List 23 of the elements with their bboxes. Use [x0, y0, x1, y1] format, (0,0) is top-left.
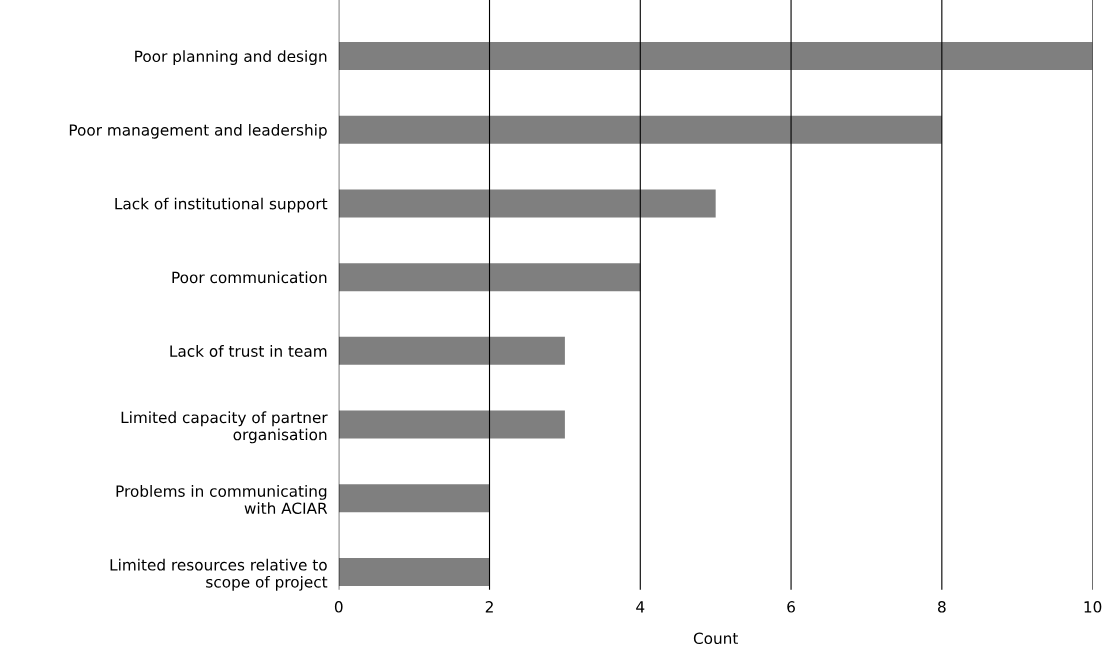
x-tick-label: 8 [938, 601, 946, 613]
bar [338, 115, 942, 144]
x-tick-label: 0 [334, 601, 343, 613]
y-tick-label: Limited resources relative to scope of project [110, 558, 328, 591]
y-tick-label: Lack of institutional support [115, 197, 328, 213]
x-tick-label: 6 [787, 601, 795, 613]
y-tick-label: Poor communication [172, 271, 327, 284]
bar [338, 42, 1093, 71]
x-tick-label: 10 [1084, 601, 1102, 613]
bar [338, 336, 565, 365]
x-axis-title: Count [693, 632, 738, 645]
bar [338, 189, 716, 218]
bar [338, 410, 565, 439]
bar [338, 263, 641, 292]
bar [338, 557, 490, 586]
y-tick-label: Limited capacity of partner organisation [121, 411, 328, 444]
y-tick-label: Lack of trust in team [170, 345, 327, 357]
x-tick-label: 2 [485, 601, 493, 613]
x-tick-label: 4 [636, 601, 645, 613]
y-tick-label: Poor management and leadership [69, 123, 327, 139]
bar [338, 484, 490, 513]
y-tick-label: Problems in communicating with ACIAR [116, 485, 328, 515]
y-tick-label: Poor planning and design [135, 50, 327, 65]
